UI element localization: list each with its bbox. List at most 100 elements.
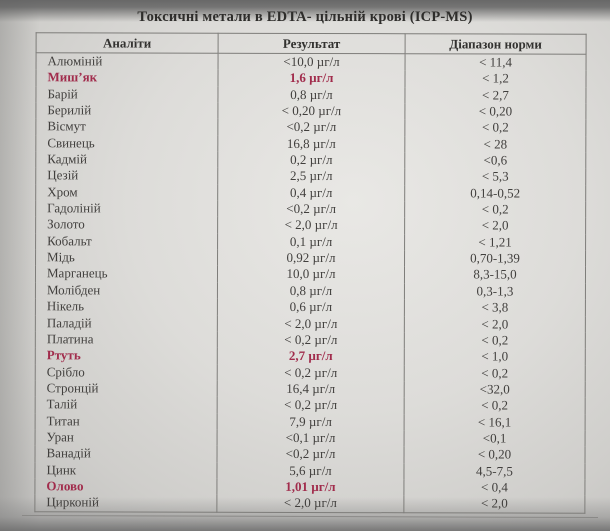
analyte-cell: Ванадій <box>35 445 218 463</box>
result-cell: < 2,0 µг/л <box>216 495 404 513</box>
range-cell: 0,14-0,52 <box>404 184 586 202</box>
range-cell: < 0,20 <box>404 103 586 121</box>
result-cell: <0,2 µг/л <box>217 446 405 463</box>
table-row: Цинк 5,6 µг/л 4,5-7,5 <box>34 461 586 480</box>
analyte-cell: Алюміній <box>36 52 219 71</box>
table-row: Олово 1,01 µг/л < 0,4 <box>34 478 585 497</box>
result-cell: 2,7 µг/л <box>217 347 405 365</box>
table-row: Уран <0,1 µг/л <0,1 <box>35 429 586 447</box>
range-cell: 8,3-15,0 <box>404 266 586 284</box>
range-cell: < 1,0 <box>404 348 586 366</box>
result-cell: 2,5 µг/л <box>217 168 405 185</box>
analyte-cell: Барій <box>35 85 218 103</box>
table-row: Паладій < 2,0 µг/л < 2,0 <box>35 314 586 333</box>
table-row: Ртуть 2,7 µг/л < 1,0 <box>35 347 586 366</box>
range-cell: <32,0 <box>404 381 586 398</box>
result-cell: 1,01 µг/л <box>216 478 404 496</box>
analyte-cell: Срібло <box>35 363 218 381</box>
result-cell: < 2,0 µг/л <box>217 315 405 333</box>
table-row: Гадоліній <0,2 µг/л < 0,2 <box>35 200 586 219</box>
analyte-cell: Свинець <box>35 134 218 152</box>
header-row: Аналіти Результат Діапазон норми <box>36 32 587 55</box>
range-cell: < 1,2 <box>404 70 587 88</box>
result-cell: 5,6 µг/л <box>216 462 405 480</box>
analyte-cell: Цезій <box>35 167 218 185</box>
table-row: Марганець 10,0 µг/л 8,3-15,0 <box>35 265 586 284</box>
analyte-cell: Цирконій <box>34 494 217 512</box>
result-cell: 0,4 µг/л <box>217 184 405 202</box>
table-row: Свинець 16,8 µг/л < 28 <box>35 134 586 153</box>
table-row: Талій < 0,2 µг/л < 0,2 <box>35 396 586 415</box>
result-cell: < 0,2 µг/л <box>217 396 405 414</box>
result-cell: 16,8 µг/л <box>217 135 405 153</box>
range-cell: < 0,2 <box>404 201 586 219</box>
results-body: Алюміній <10,0 µг/л < 11,4 Миш’як 1,6 µг/л < … <box>34 52 587 513</box>
analyte-cell: Кобальт <box>35 233 218 250</box>
result-cell: 0,1 µг/л <box>217 233 405 251</box>
analyte-cell: Ртуть <box>35 347 218 365</box>
analyte-cell: Миш’як <box>35 69 219 87</box>
range-cell: < 1,21 <box>404 234 586 251</box>
table-row: Мідь 0,92 µг/л 0,70-1,39 <box>35 249 586 268</box>
result-cell: 7,9 µг/л <box>217 413 405 431</box>
table-row: Миш’як 1,6 µг/л < 1,2 <box>35 69 587 88</box>
table-row: Молібден 0,8 µг/л 0,3-1,3 <box>35 282 586 300</box>
range-cell: < 2,0 <box>404 217 586 235</box>
range-cell: < 2,7 <box>404 86 586 104</box>
analyte-cell: Платина <box>35 331 218 348</box>
analyte-cell: Цинк <box>34 461 218 479</box>
result-cell: 0,6 µг/л <box>217 298 405 316</box>
result-cell: < 0,20 µг/л <box>217 102 405 120</box>
result-cell: <0,2 µг/л <box>217 200 405 218</box>
range-cell: 0,70-1,39 <box>404 250 586 268</box>
range-cell: < 28 <box>404 135 586 153</box>
range-cell: < 0,2 <box>404 397 586 415</box>
column-header-result: Результат <box>218 33 406 54</box>
result-cell: 16,4 µг/л <box>217 380 405 398</box>
analyte-cell: Титан <box>35 412 218 430</box>
result-cell: 0,2 µг/л <box>217 151 405 169</box>
analyte-cell: Золото <box>35 216 218 234</box>
result-cell: 0,8 µг/л <box>217 282 405 300</box>
analyte-cell: Хром <box>35 184 218 201</box>
range-cell: 0,3-1,3 <box>404 283 586 300</box>
table-row: Платина < 0,2 µг/л < 0,2 <box>35 331 586 349</box>
result-cell: 1,6 µг/л <box>217 70 406 87</box>
analyte-cell: Гадоліній <box>35 200 218 218</box>
result-cell: < 0,2 µг/л <box>217 331 405 349</box>
table-row: Хром 0,4 µг/л 0,14-0,52 <box>35 184 586 202</box>
range-cell: <0,6 <box>404 152 586 170</box>
range-cell: < 0,20 <box>404 446 586 464</box>
range-cell: < 5,3 <box>404 168 586 186</box>
table-row: Стронцій 16,4 µг/л <32,0 <box>35 380 586 398</box>
analyte-cell: Талій <box>35 396 218 414</box>
table-row: Титан 7,9 µг/л < 16,1 <box>35 412 586 431</box>
table-row: Алюміній <10,0 µг/л < 11,4 <box>36 52 587 72</box>
result-cell: 0,8 µг/л <box>217 86 405 104</box>
column-header-range: Діапазон норми <box>405 33 587 55</box>
page-bottom-rule <box>22 514 599 519</box>
table-row: Берилій < 0,20 µг/л < 0,20 <box>35 102 586 121</box>
analyte-cell: Нікель <box>35 298 218 316</box>
table-row: Нікель 0,6 µг/л < 3,8 <box>35 298 586 317</box>
result-cell: <0,1 µг/л <box>217 429 405 447</box>
table-row: Цирконій < 2,0 µг/л < 2,0 <box>34 494 585 513</box>
range-cell: < 0,2 <box>404 364 586 382</box>
range-cell: < 0,4 <box>403 479 585 497</box>
table-row: Кобальт 0,1 µг/л < 1,21 <box>35 233 586 251</box>
results-table: Аналіти Результат Діапазон норми Алюміні… <box>34 32 587 513</box>
analyte-cell: Стронцій <box>35 380 218 397</box>
result-cell: < 2,0 µг/л <box>217 217 405 235</box>
analyte-cell: Олово <box>34 478 217 496</box>
table-row: Ванадій <0,2 µг/л < 0,20 <box>35 445 586 464</box>
table-row: Цезій 2,5 µг/л < 5,3 <box>35 167 586 186</box>
table-row: Срібло < 0,2 µг/л < 0,2 <box>35 363 586 382</box>
range-cell: < 3,8 <box>404 299 586 317</box>
analyte-cell: Кадмій <box>35 151 218 169</box>
result-cell: <10,0 µг/л <box>218 53 406 71</box>
analyte-cell: Уран <box>35 429 218 447</box>
analyte-cell: Берилій <box>35 102 218 120</box>
result-cell: <0,2 µг/л <box>217 119 405 136</box>
